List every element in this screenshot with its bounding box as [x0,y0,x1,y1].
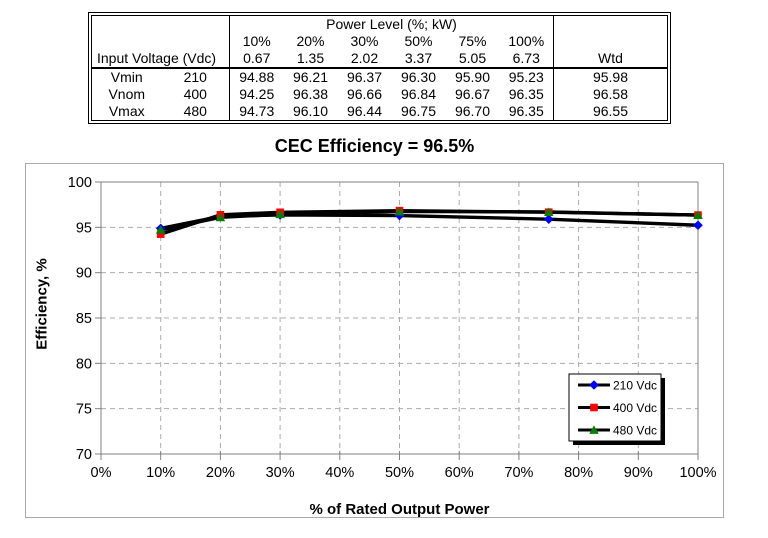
legend-marker [589,380,599,390]
value-cell: 96.75 [400,103,437,119]
row-vdc: 210 [183,69,207,85]
value-cell: 96.21 [292,69,329,85]
data-point-marker [156,230,165,238]
table-row-vmin: Vmin 210 94.88 96.21 96.37 96.30 95.90 9… [92,68,668,86]
x-tick-label: 80% [564,465,593,481]
x-axis-title: % of Rated Output Power [309,501,490,518]
wtd-cell: 95.98 [553,68,668,86]
x-tick-label: 70% [504,465,533,481]
kw-header: 2.02 [337,50,392,69]
legend-marker [590,403,598,412]
table-row-kw: Input Voltage (Vdc) 0.67 1.35 2.02 3.37 … [91,50,668,69]
value-cell: 94.25 [229,86,284,103]
kw-header: 5.05 [445,50,500,69]
chart-title: CEC Efficiency = 96.5% [274,136,475,156]
row-name: Vnom [108,86,146,102]
data-point-marker [275,209,285,219]
data-point-marker [693,210,703,219]
value-cell: 96.70 [454,103,491,119]
value-cell: 95.90 [454,69,491,85]
y-tick-label: 85 [76,311,92,327]
empty-cell [553,33,668,50]
value-cell: 95.23 [508,69,544,85]
pct-header: 100% [508,33,545,49]
table-row-percent: 10% 20% 30% 50% 75% 100% [92,33,668,50]
x-tick-label: 60% [445,465,474,481]
row-name: Vmax [108,103,145,119]
data-point-marker [543,207,554,216]
pct-header: 75% [458,33,487,49]
data-point-marker [693,220,703,231]
legend-marker [589,425,599,434]
value-cell: 96.44 [346,103,383,119]
x-tick-label: 30% [266,465,295,481]
series-line [158,209,700,232]
pct-header: 20% [296,33,325,49]
pct-header: 10% [229,33,284,50]
value-cell: 96.37 [346,69,383,85]
row-vdc: 480 [183,103,207,119]
pct-header: 50% [404,33,433,49]
efficiency-table: Power Level (%; kW) 10% 20% 30% 50% 75% … [88,12,671,124]
data-point-marker [543,214,554,224]
empty-cell [92,33,230,50]
y-axis-title: Efficiency, % [33,258,51,350]
row-vdc: 400 [183,86,207,102]
efficiency-table-grid: Power Level (%; kW) 10% 20% 30% 50% 75% … [91,15,668,121]
kw-header: 1.35 [283,50,338,69]
empty-cell [92,16,230,34]
value-cell: 96.35 [508,86,544,102]
wtd-cell: 96.55 [553,103,668,121]
table-row-power-level: Power Level (%; kW) [92,15,668,34]
x-tick-label: 90% [624,465,653,481]
kw-header: 6.73 [499,50,554,69]
wtd-cell: 96.58 [553,86,668,103]
x-tick-label: 100% [679,465,716,481]
value-cell: 96.67 [454,86,491,102]
x-tick-label: 10% [146,465,175,481]
legend-label: 210 Vdc [613,379,657,393]
value-cell: 96.35 [508,103,544,119]
x-tick-label: 0% [91,465,112,481]
value-cell: 96.84 [400,86,437,102]
wtd-header: Wtd [553,50,668,69]
table-row-vmax: Vmax 480 94.73 96.10 96.44 96.75 96.70 9… [92,103,668,121]
kw-header: 0.67 [229,50,284,69]
value-cell: 96.10 [292,103,329,119]
data-point-marker [155,225,166,234]
y-tick-label: 80 [76,356,92,372]
value-cell: 94.88 [229,68,284,86]
data-point-marker [215,212,226,222]
legend-label: 480 Vdc [613,424,657,438]
data-point-marker [394,206,405,216]
kw-header: 3.37 [391,50,446,69]
input-voltage-header: Input Voltage (Vdc) [91,50,230,69]
x-tick-label: 20% [206,465,235,481]
y-tick-label: 75 [76,402,92,418]
pct-header: 30% [350,33,379,49]
value-cell: 96.30 [400,69,437,85]
value-cell: 96.66 [346,86,383,102]
efficiency-chart-svg: 70 75 80 85 90 95 100 0% 10% 20% 30% 40% 50% 60% 70% 80… [68,175,717,481]
row-name: Vmin [110,69,143,85]
empty-cell [553,15,668,33]
value-cell: 96.38 [292,86,329,102]
x-tick-label: 50% [385,465,414,481]
value-cell: 94.73 [229,103,284,121]
y-tick-label: 95 [76,220,92,236]
y-tick-label: 70 [76,447,92,463]
table-row-vnom: Vnom 400 94.25 96.38 96.66 96.84 96.67 9… [92,86,668,103]
x-tick-label: 40% [325,465,354,481]
efficiency-chart: 70 75 80 85 90 95 100 0% 10% 20% 30% 40% 50% 60% 70% 80… [25,163,724,518]
y-tick-label: 90 [76,266,92,282]
y-tick-label: 100 [68,175,92,191]
power-level-header: Power Level (%; kW) [229,15,554,33]
legend-label: 400 Vdc [613,401,657,415]
